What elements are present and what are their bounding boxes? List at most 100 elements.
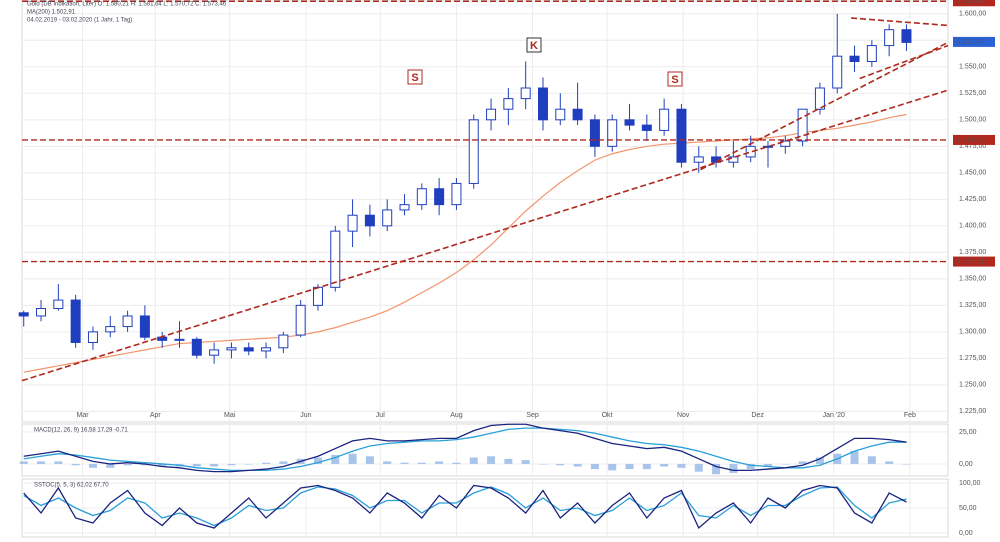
x-tick-label: Nov [677, 412, 690, 419]
y-tick-label: 1.250,00 [959, 382, 986, 389]
candle-body [849, 55, 860, 62]
candle-body [347, 214, 358, 232]
x-tick-label: Feb [904, 412, 916, 419]
annotation-box [526, 37, 542, 53]
y-tick-label: 1.400,00 [959, 223, 986, 230]
candle-body [572, 108, 583, 121]
histogram-bar [279, 461, 288, 464]
y-tick-label: 1.450,00 [959, 170, 986, 177]
histogram-bar [192, 463, 201, 467]
candle-body [53, 299, 64, 310]
y-tick-label: 50,00 [959, 505, 977, 512]
candle-body [87, 331, 98, 343]
y-tick-label: 1.225,00 [959, 408, 986, 415]
line [23, 427, 907, 472]
line [23, 113, 907, 373]
candle-body [641, 124, 652, 131]
histogram-bar [781, 463, 790, 465]
annotation-box [667, 71, 683, 87]
x-tick-label: Apr [150, 412, 162, 419]
candle-body [295, 304, 306, 336]
histogram-bar [365, 456, 374, 464]
candle-body [901, 29, 912, 43]
y-tick-label: 1.600,00 [959, 11, 986, 18]
y-tick-label: 0,00 [959, 530, 973, 537]
candle-body [762, 145, 773, 148]
histogram-bar [712, 463, 721, 475]
histogram-bar [417, 462, 426, 464]
line [23, 423, 907, 473]
stoch-title: SSTOC(5, 5, 3) 62,02 67,70 [34, 483, 109, 489]
candle-body [105, 326, 116, 333]
x-tick-label: Jun [300, 412, 311, 419]
candle-body [261, 347, 272, 352]
histogram-bar [850, 451, 859, 464]
candle-body [624, 119, 635, 126]
candle-body [330, 230, 341, 288]
y-tick-label: 1.500,00 [959, 117, 986, 124]
candle-body [122, 315, 133, 328]
histogram-bar [902, 463, 911, 465]
candle-body [416, 188, 427, 206]
histogram-bar [400, 462, 409, 464]
histogram-bar [625, 463, 634, 470]
histogram-bar [556, 463, 565, 466]
y-tick-label: 25,00 [959, 429, 977, 436]
histogram-bar [469, 457, 478, 464]
candle-body [486, 108, 497, 121]
histogram-bar [815, 457, 824, 464]
candle-body [537, 87, 548, 121]
histogram-bar [660, 463, 669, 467]
y-tick-label: 1.525,00 [959, 90, 986, 97]
y-tick-label: 1.325,00 [959, 302, 986, 309]
x-tick-label: Jul [376, 412, 385, 419]
histogram-bar [106, 463, 115, 468]
x-tick-label: Sep [526, 412, 539, 419]
candle-body [382, 209, 393, 227]
histogram-bar [763, 463, 772, 467]
histogram-bar [227, 463, 236, 466]
candle-body [209, 349, 220, 356]
histogram-bar [313, 457, 322, 464]
plot-layer: 1.225,00 1.250,00 1.275,00 1.300,00 1.325,00… [18, 0, 995, 538]
annotation-box [407, 69, 423, 85]
histogram-bar [867, 456, 876, 464]
candle-body [451, 182, 462, 206]
annotation: S [411, 72, 418, 84]
candle-body [676, 108, 687, 163]
candle-body [36, 308, 47, 317]
x-tick-label: Mai [224, 412, 236, 419]
candle-body [226, 347, 237, 351]
panel-frame [21, 0, 949, 423]
candle-body [866, 45, 877, 62]
candle-body [312, 286, 323, 306]
level-label: 1.481,02 [957, 137, 984, 144]
histogram-bar [677, 463, 686, 468]
histogram-bar [573, 463, 582, 467]
y-tick-label: 1.550,00 [959, 64, 986, 71]
y-tick-label: 1.425,00 [959, 196, 986, 203]
macd-title: MACD(12, 26, 9) 16,58 17,29 -0,71 [34, 428, 128, 434]
candle-body [399, 204, 410, 211]
annotation: S [671, 74, 678, 86]
candle-body [434, 188, 445, 206]
histogram-bar [383, 461, 392, 464]
level-label-box [953, 134, 995, 145]
candle-body [814, 87, 825, 110]
candle-body [243, 347, 254, 352]
x-tick-label: Okt [602, 412, 613, 419]
histogram-bar [885, 461, 894, 464]
histogram-bar [37, 461, 46, 464]
histogram-bar [590, 463, 599, 470]
candle-body [468, 119, 479, 184]
candle-body [693, 156, 704, 163]
last-price-box [953, 36, 995, 47]
y-tick-label: 1.375,00 [959, 249, 986, 256]
histogram-bar [642, 463, 651, 470]
histogram-bar [504, 458, 513, 464]
candle-body [555, 108, 566, 121]
histogram-bar [521, 460, 530, 464]
